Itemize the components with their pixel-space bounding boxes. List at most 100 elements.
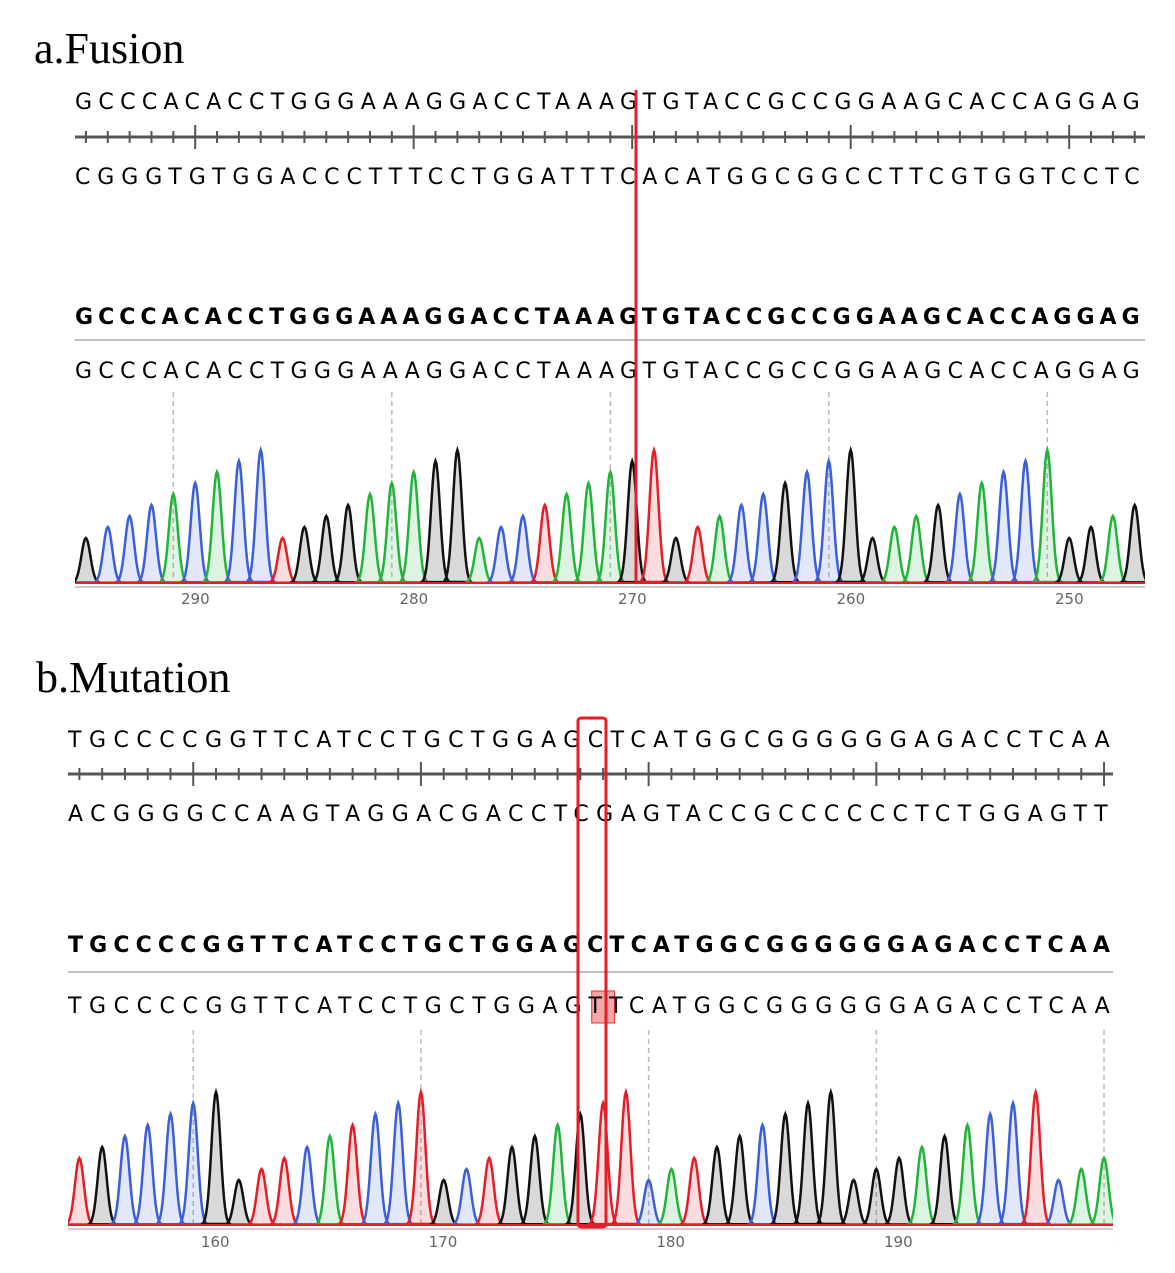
trace-peak [811,457,847,584]
trace-peak [269,1155,299,1226]
trace-peak [1054,536,1084,584]
trace-peak [464,536,494,584]
position-label: 190 [884,1233,913,1251]
trace-peak [679,1155,709,1226]
trace-peak [268,536,298,584]
trace-peak [136,502,167,584]
trace-peak [884,1155,914,1226]
trace-peak [986,468,1022,584]
trace-peak [767,1110,803,1226]
position-label: 280 [400,590,429,608]
trace-peak [879,524,909,584]
trace-peak [656,1166,686,1226]
trace-peak [721,1132,759,1226]
trace-peak [1076,524,1106,584]
trace-peak [744,1121,781,1226]
trace-peak [87,1144,117,1226]
trace-peak [474,1155,504,1226]
trace-peak [497,1144,527,1226]
trace-peak [152,1110,189,1226]
trace-peak [614,457,650,584]
sequence: GCCCACACCTGGGAAAGGACCTAAAGTGTACCGCCGGAAG… [75,359,1140,384]
trace-peak [941,490,979,584]
trace-peak [1030,445,1065,584]
trace-peak [813,1087,849,1226]
trace-peak [357,1110,393,1226]
trace-peak [440,445,475,584]
trace-peak [585,1099,621,1226]
trace-peak [429,1178,459,1226]
trace-peak [1120,502,1145,584]
trace-peak [243,445,278,584]
trace-peak [839,1178,869,1226]
trace-peak [833,445,868,584]
trace-peak [1044,1178,1073,1226]
trace-peak [726,502,756,584]
trace-peak [333,502,363,584]
trace-peak [1066,1166,1096,1226]
trace-peak [926,1132,964,1226]
sequence: TGCCCCGGTTCATCCTGCTGGAGCTCATGGCGGGGGGAGA… [67,728,1132,753]
trace-peak [247,1166,276,1226]
trace-peak [311,513,341,584]
trace-peak [661,536,691,584]
trace-peak [705,513,735,584]
position-label: 260 [837,590,866,608]
trace-peak [995,1099,1031,1226]
trace-peak [789,468,825,584]
trace-peak [1089,1155,1113,1226]
trace-peak [130,1121,166,1226]
trace-peak [861,1166,891,1226]
trace-peak [452,1166,481,1226]
trace-peak [75,536,101,584]
sequence: GCCCACACCTGGGAAAGGACCTAAAGTGTACCGCCGGAAG… [75,305,1140,330]
trace-peak [403,1087,439,1226]
trace-peak [562,1110,598,1226]
trace-peak [177,479,213,584]
trace-peak [530,502,560,584]
trace-peak [592,468,628,584]
panel-title: a.Fusion [34,24,184,73]
trace-peak [380,1099,416,1226]
trace-peak [702,1144,732,1226]
position-label: 160 [201,1233,230,1251]
trace-peak [907,1144,937,1226]
trace-peak [224,1178,254,1226]
trace-peak [351,490,389,584]
trace-peak [634,1178,664,1226]
panel-title: b.Mutation [36,653,230,702]
panel-b: TGCCCCGGTTCATCCTGCTGGAGCTCATGGCGGGGGGAGA… [67,728,1132,1251]
trace-peak [790,1099,826,1226]
trace-peak [744,490,782,584]
trace-peak [396,468,432,584]
trace-peak [199,468,235,584]
trace-peak [374,479,410,584]
trace-peak [418,457,453,584]
position-label: 290 [181,590,210,608]
trace-peak [901,513,931,584]
trace-peak [767,479,803,584]
sequence: CGGGTGTGGACCCTTTCCTGGATTTCACATGGCGGCCTTC… [75,165,1140,190]
trace-peak [1112,1222,1113,1226]
trace-peak [106,1132,144,1226]
sequence: ACGGGGCCAAGTAGGACGACCTCGAGTACCGCCCCCCTCT… [68,802,1132,827]
trace-peak [540,1121,576,1226]
trace-peak [292,1144,322,1226]
position-label: 180 [656,1233,685,1251]
trace-peak [1018,1087,1053,1226]
trace-peak [93,524,123,584]
trace-peak [858,536,887,584]
trace-peak [198,1087,234,1226]
trace-peak [154,490,192,584]
trace-peak [570,479,607,584]
trace-peak [115,513,145,584]
trace-peak [548,490,586,584]
position-label: 170 [429,1233,458,1251]
panel-a: GCCCACACCTGGGAAAGGACCTAAAGTGTACCGCCGGAAG… [75,90,1145,608]
variant-highlight [591,990,615,1024]
trace-peak [486,524,516,584]
trace-peak [68,1155,94,1226]
trace-peak [1098,513,1128,584]
trace-peak [516,1132,554,1226]
